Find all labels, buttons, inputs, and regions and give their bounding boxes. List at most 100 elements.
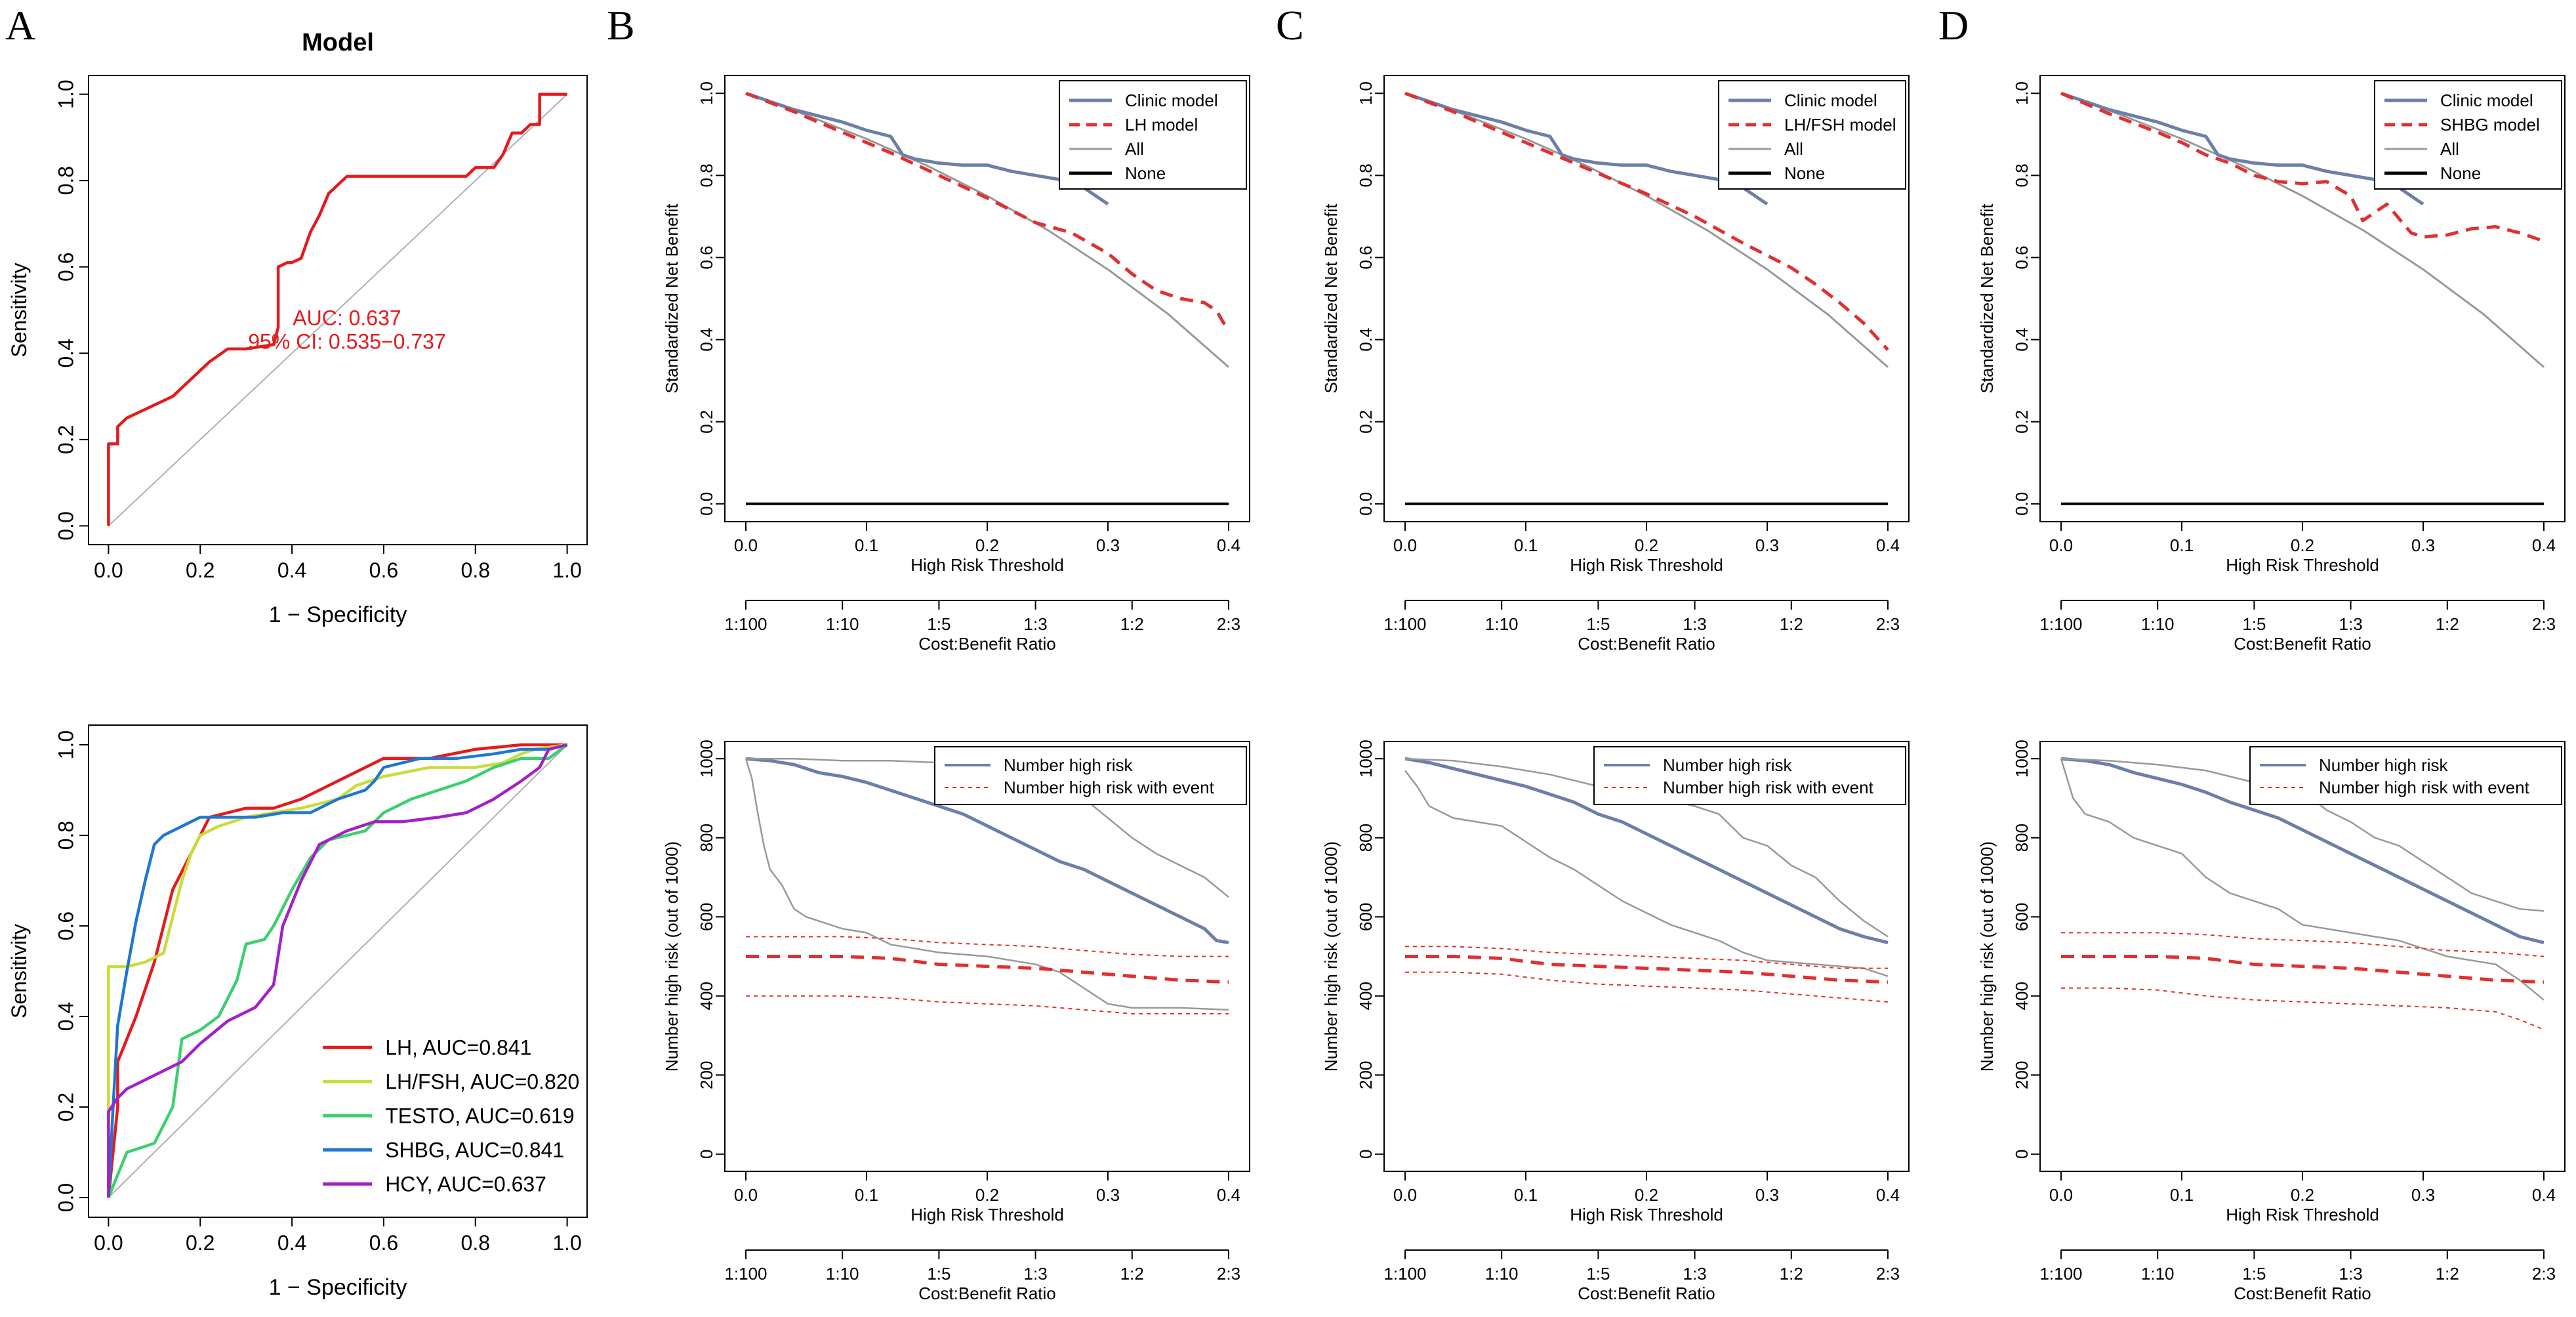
x-tick-label: 0.6 bbox=[369, 1231, 398, 1255]
roc-line-hcy bbox=[107, 743, 568, 1198]
legend-box bbox=[2249, 746, 2562, 805]
nb-line-dashred bbox=[2060, 91, 2545, 243]
x-tick-label: 0.2 bbox=[186, 558, 215, 582]
legend-label: None bbox=[2440, 163, 2481, 183]
risk-line-event bbox=[1405, 955, 1889, 984]
x-tick-label: 0.4 bbox=[277, 558, 306, 582]
nb-line-clinic bbox=[745, 91, 1109, 206]
cost-benefit-tick-label: 1:3 bbox=[1683, 1264, 1707, 1284]
risk-line-ci bbox=[2060, 758, 2545, 1001]
chart-c1: 0.0 0.1 0.2 0.3 0.4 High Risk Threshold 1:100 1… bbox=[1321, 75, 1910, 654]
risk-line-event bbox=[746, 955, 1229, 984]
x-tick-label: 0.6 bbox=[369, 558, 398, 582]
x-axis-label: High Risk Threshold bbox=[1570, 1205, 1723, 1224]
legend-label: All bbox=[2440, 139, 2459, 159]
risk-line-main bbox=[1404, 757, 1889, 944]
y-tick-label: 0.4 bbox=[54, 1002, 77, 1031]
cost-benefit-tick-label: 1:100 bbox=[724, 614, 767, 634]
plot-frame bbox=[1383, 741, 1910, 1172]
x-axis-label: High Risk Threshold bbox=[910, 555, 1064, 575]
legend-label: LH, AUC=0.841 bbox=[385, 1035, 531, 1059]
y-tick-label: 200 bbox=[2012, 1061, 2032, 1089]
chart-a2: 0.0 0.2 0.4 0.6 0.8 1.0 0.0 0.2 0.4 0.6 0.8 1.0 1 − … bbox=[7, 724, 588, 1300]
legend-label: All bbox=[1125, 139, 1144, 159]
cost-benefit-tick-label: 1:100 bbox=[2039, 1264, 2082, 1284]
y-tick-label: 0.4 bbox=[697, 327, 716, 351]
x-tick-label: 0.1 bbox=[1514, 535, 1538, 555]
y-tick-label: 0.6 bbox=[1356, 245, 1376, 269]
cost-benefit-tick-label: 1:10 bbox=[826, 614, 859, 634]
risk-line-ci bbox=[745, 758, 1229, 1011]
x-tick-label: 0.0 bbox=[2049, 1185, 2073, 1205]
x-tick-label: 0.1 bbox=[2170, 1185, 2194, 1205]
y-tick-label: 1.0 bbox=[54, 730, 77, 759]
x-tick-label: 0.1 bbox=[1514, 1185, 1538, 1205]
legend-label: Number high risk bbox=[1663, 755, 1793, 775]
x-tick-label: 0.2 bbox=[2291, 1185, 2314, 1205]
y-tick-label: 600 bbox=[1356, 903, 1376, 931]
x-axis-label: High Risk Threshold bbox=[2226, 1205, 2379, 1224]
plot-frame bbox=[88, 724, 588, 1218]
x-axis-label: 1 − Specificity bbox=[269, 1275, 407, 1300]
cost-benefit-tick-label: 2:3 bbox=[1876, 1264, 1900, 1284]
x-tick-label: 0.3 bbox=[1096, 535, 1120, 555]
x-tick-label: 0.3 bbox=[2411, 1185, 2435, 1205]
y-tick-label: 0.0 bbox=[54, 511, 77, 540]
nb-line-clinic bbox=[2060, 91, 2424, 206]
legend-box bbox=[1593, 746, 1906, 805]
cost-benefit-tick-label: 1:2 bbox=[1120, 1264, 1144, 1284]
legend-label: Clinic model bbox=[1125, 91, 1218, 110]
risk-line-ci bbox=[1404, 770, 1889, 977]
plot-frame bbox=[2039, 741, 2566, 1172]
legend-label: Clinic model bbox=[2440, 91, 2533, 110]
risk-line-eventci bbox=[746, 995, 1229, 1014]
cost-benefit-tick-label: 1:5 bbox=[927, 1264, 951, 1284]
plot-frame bbox=[88, 75, 588, 545]
risk-line-ci bbox=[1404, 757, 1889, 938]
y-tick-label: 0.8 bbox=[2012, 163, 2032, 187]
y-tick-label: 0.6 bbox=[2012, 245, 2032, 269]
legend-label: Number high risk bbox=[1004, 755, 1134, 775]
x-tick-label: 1.0 bbox=[552, 558, 581, 582]
y-axis-label: Standardized Net Benefit bbox=[1321, 203, 1341, 394]
y-tick-label: 0.6 bbox=[54, 252, 77, 281]
x-tick-label: 0.2 bbox=[975, 1185, 999, 1205]
cost-benefit-axis-label: Cost:Benefit Ratio bbox=[1578, 1284, 1715, 1303]
legend-label: Number high risk bbox=[2319, 755, 2449, 775]
y-tick-label: 1.0 bbox=[54, 79, 77, 108]
risk-line-eventci bbox=[1405, 971, 1889, 1003]
y-tick-label: 800 bbox=[2012, 824, 2032, 852]
cost-benefit-tick-label: 2:3 bbox=[1217, 1264, 1240, 1284]
panel-letter-b: B bbox=[607, 2, 635, 49]
y-tick-label: 0.0 bbox=[697, 492, 716, 516]
y-tick-label: 200 bbox=[1356, 1061, 1376, 1089]
y-tick-label: 0.2 bbox=[697, 410, 716, 434]
y-tick-label: 0.4 bbox=[2012, 327, 2032, 351]
auc-annotation: AUC: 0.637 bbox=[293, 306, 401, 330]
x-tick-label: 0.4 bbox=[1217, 1185, 1240, 1205]
x-tick-label: 0.1 bbox=[855, 1185, 878, 1205]
x-tick-label: 0.1 bbox=[855, 535, 878, 555]
cost-benefit-tick-label: 1:5 bbox=[1586, 1264, 1610, 1284]
panel-letter-d: D bbox=[1938, 2, 1969, 49]
reference-diagonal bbox=[108, 744, 568, 1198]
y-tick-label: 400 bbox=[697, 982, 716, 1010]
cost-benefit-tick-label: 1:10 bbox=[2141, 1264, 2175, 1284]
cost-benefit-tick-label: 1:3 bbox=[1024, 614, 1048, 634]
y-tick-label: 0.2 bbox=[2012, 410, 2032, 434]
chart-title: Model bbox=[302, 29, 374, 56]
x-tick-label: 0.0 bbox=[94, 558, 123, 582]
x-axis-label: High Risk Threshold bbox=[910, 1205, 1064, 1224]
x-tick-label: 0.3 bbox=[1755, 1185, 1779, 1205]
panel-letter-a: A bbox=[5, 2, 35, 49]
cost-benefit-tick-label: 2:3 bbox=[1217, 614, 1240, 634]
y-tick-label: 0.8 bbox=[697, 163, 716, 187]
y-tick-label: 0 bbox=[697, 1150, 716, 1159]
cost-benefit-tick-label: 1:10 bbox=[1485, 614, 1519, 634]
cost-benefit-tick-label: 1:10 bbox=[826, 1264, 859, 1284]
charts-layer: 0.0 0.2 0.4 0.6 0.8 1.0 0.0 0.2 0.4 0.6 0.8 1.0 1 − … bbox=[7, 29, 2566, 1303]
x-tick-label: 0.2 bbox=[2291, 535, 2314, 555]
legend-label: All bbox=[1784, 139, 1803, 159]
